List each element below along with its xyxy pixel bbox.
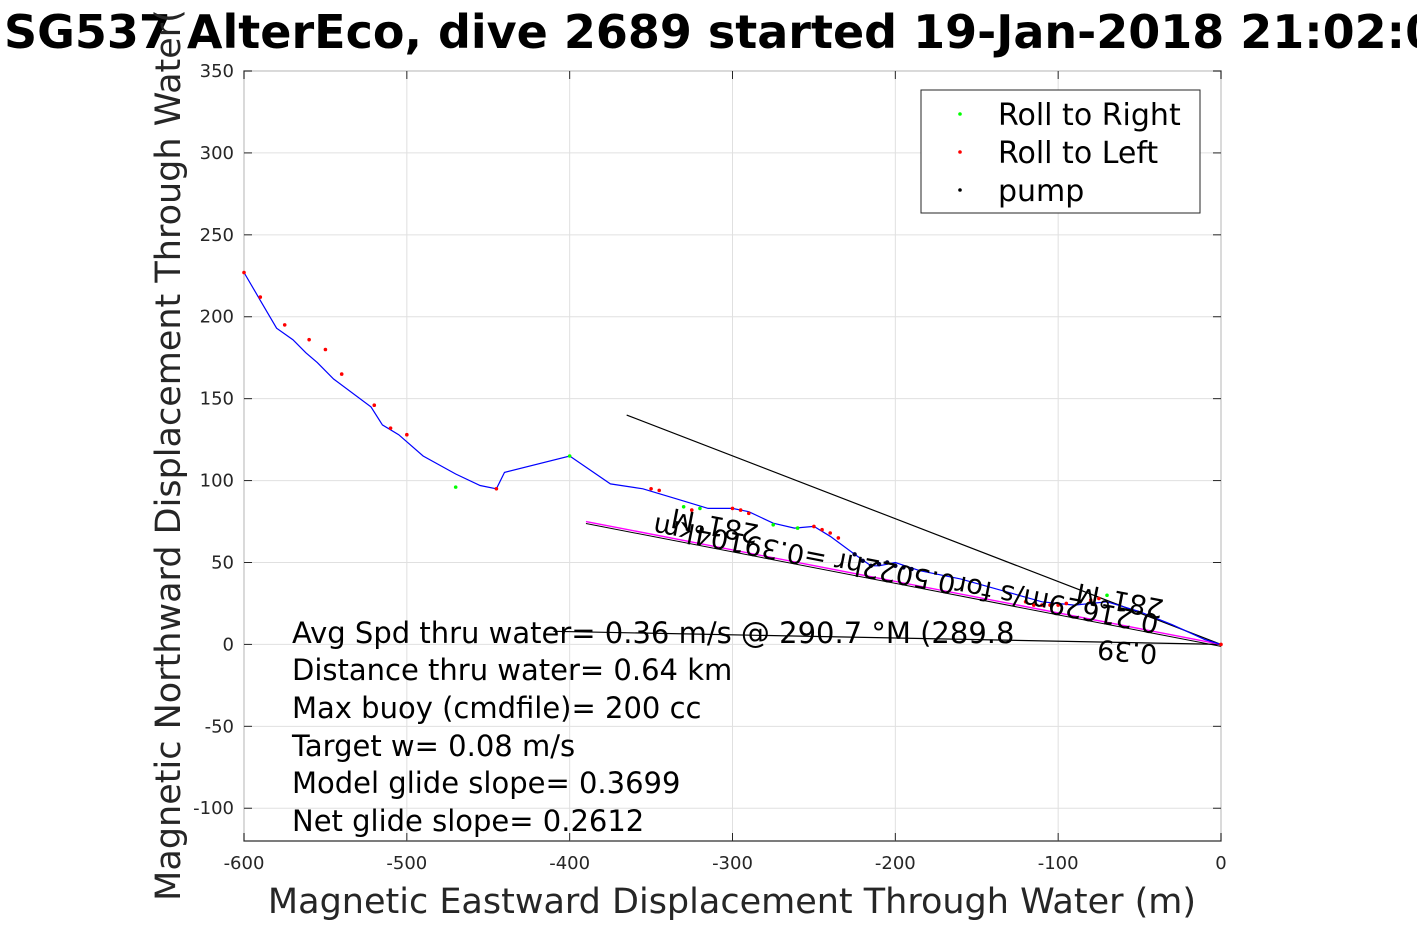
grid <box>243 70 1222 841</box>
legend: Roll to Right Roll to Left pump <box>920 89 1201 214</box>
annotation-net-glide: Net glide slope= 0.2612 <box>292 804 644 838</box>
roll-left-point <box>730 506 735 511</box>
black-reference-line <box>553 630 1222 646</box>
x-tick-label: -400 <box>549 853 590 874</box>
roll-left-point <box>1064 601 1069 606</box>
roll-left-point <box>307 337 311 342</box>
roll-left-point <box>323 347 328 352</box>
roll-left-point <box>1097 596 1101 601</box>
y-axis-label: Magnetic Northward Displacement Through … <box>149 9 189 901</box>
roll-left-point <box>828 531 832 535</box>
pump-point <box>884 560 890 565</box>
roll-right-point <box>681 504 686 509</box>
x-tick-label: -200 <box>875 853 916 874</box>
y-tick-label: -100 <box>193 798 234 819</box>
annotation-max-buoy: Max buoy (cmdfile)= 200 cc <box>292 691 701 725</box>
roll-left-point <box>649 486 653 491</box>
roll-left-point <box>494 486 499 491</box>
roll-left-point <box>657 488 662 493</box>
roll-left-point <box>258 295 263 299</box>
roll-left-point <box>1031 603 1036 607</box>
legend-marker-roll-left <box>958 150 962 154</box>
y-tick-label: 300 <box>200 143 234 164</box>
y-tick-label: 100 <box>200 471 234 492</box>
annotation-target-w: Target w= 0.08 m/s <box>291 729 575 763</box>
roll-left-point <box>282 323 287 327</box>
roll-left-point <box>738 508 743 512</box>
legend-label-roll-left: Roll to Left <box>998 136 1158 171</box>
roll-left-point <box>1088 598 1093 602</box>
legend-label-pump: pump <box>998 174 1084 209</box>
roll-left-point <box>689 508 694 512</box>
roll-right-point <box>771 523 776 527</box>
roll-left-point <box>1040 603 1044 607</box>
legend-label-roll-right: Roll to Right <box>998 98 1181 133</box>
y-tick-label: 250 <box>200 225 234 246</box>
roll-left-point <box>405 432 409 437</box>
track-line <box>243 272 1222 645</box>
roll-left-point <box>836 536 841 540</box>
legend-marker-pump <box>958 188 962 192</box>
roll-left-point <box>242 270 246 275</box>
x-tick-label: -500 <box>386 853 427 874</box>
pump-point <box>852 552 857 557</box>
roll-left-point <box>1056 603 1060 607</box>
pump-point <box>893 563 898 568</box>
black-parallel-line <box>585 523 1222 647</box>
roll-left-point <box>746 511 751 516</box>
y-tick-label: 200 <box>200 307 234 328</box>
annotation-avg-speed: Avg Spd thru water= 0.36 m/s @ 290.7 °M … <box>292 616 1014 650</box>
legend-box <box>920 89 1201 214</box>
legend-marker-roll-right <box>958 112 962 116</box>
roll-right-point <box>567 454 572 458</box>
y-tick-label: 350 <box>200 61 234 82</box>
annotation-model-glide: Model glide slope= 0.3699 <box>292 766 680 800</box>
x-tick-label: -100 <box>1038 853 1079 874</box>
y-axis-ticks: 350 300 250 200 150 100 50 0 -50 -100 <box>193 61 1221 819</box>
roll-left-point <box>372 403 377 408</box>
roll-left-point <box>339 372 344 376</box>
x-axis-ticks: -600 -500 -400 -300 -200 -100 0 <box>224 71 1227 874</box>
y-tick-label: 0 <box>223 634 234 655</box>
roll-left-point <box>812 524 816 529</box>
pump-point <box>901 565 906 570</box>
x-tick-label: 0 <box>1215 853 1226 874</box>
pump-point <box>876 561 882 567</box>
roll-left-point <box>388 426 393 430</box>
roll-left-point <box>820 527 824 532</box>
roll-left-point <box>1048 603 1052 607</box>
y-tick-label: 50 <box>211 552 234 573</box>
roll-right-point <box>795 526 800 530</box>
x-tick-label: -600 <box>224 853 265 874</box>
x-axis-label: Magnetic Eastward Displacement Through W… <box>268 882 1196 922</box>
pump-point <box>860 558 865 564</box>
roll-left-point <box>1219 642 1223 647</box>
track-series <box>243 272 1222 645</box>
x-tick-label: -300 <box>712 853 753 874</box>
roll-right-point <box>1105 593 1109 598</box>
magenta-reference-line <box>585 520 1222 646</box>
pump-point <box>868 563 874 568</box>
roll-right-point <box>698 506 702 511</box>
annotation-distance: Distance thru water= 0.64 km <box>292 653 732 687</box>
y-tick-label: -50 <box>205 716 234 737</box>
y-tick-label: 150 <box>200 389 234 410</box>
roll-right-point <box>453 485 458 489</box>
roll-left-point <box>1023 600 1028 604</box>
leg-distance-label: 0.39 <box>1096 633 1159 669</box>
pump-point <box>909 566 914 572</box>
chart-title: SG537 AlterEco, dive 2689 started 19-Jan… <box>4 5 1417 59</box>
roll-points <box>242 270 1223 647</box>
annotation-block: Avg Spd thru water= 0.36 m/s @ 290.7 °M … <box>291 616 1014 838</box>
